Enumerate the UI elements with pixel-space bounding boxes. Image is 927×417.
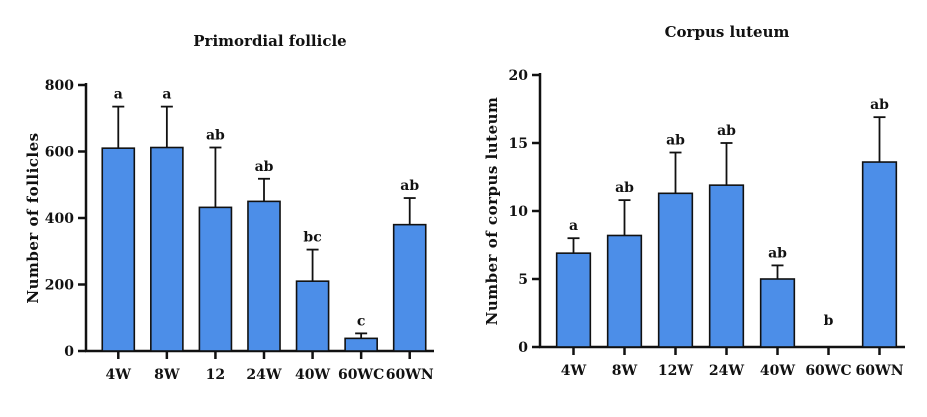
y-axis-label: Number of follicles <box>24 132 42 303</box>
chart-title: Corpus luteum <box>665 23 790 41</box>
significance-label: b <box>824 313 834 329</box>
bar <box>247 200 281 352</box>
x-tick-label: 24W <box>246 367 281 383</box>
x-tick-label: 12W <box>658 363 693 379</box>
bar <box>657 192 694 348</box>
y-tick-label: 200 <box>45 278 74 294</box>
y-tick-label: 400 <box>45 211 74 227</box>
significance-label: ab <box>717 123 736 139</box>
x-tick-label: 4W <box>561 363 587 379</box>
y-tick-label: 600 <box>45 145 74 161</box>
significance-label: ab <box>400 178 419 194</box>
x-tick-label: 60WC <box>805 363 851 379</box>
y-tick-label: 10 <box>509 204 529 220</box>
x-tick-label: 40W <box>295 367 330 383</box>
significance-label: a <box>569 218 578 234</box>
y-tick-label: 800 <box>45 78 74 94</box>
bar <box>759 278 796 348</box>
bar <box>861 161 898 348</box>
x-tick-label: 12 <box>206 367 225 383</box>
significance-label: bc <box>303 230 321 246</box>
bar <box>708 184 745 348</box>
significance-label: ab <box>206 128 225 144</box>
bar <box>392 223 427 352</box>
x-tick-label: 8W <box>612 363 638 379</box>
significance-label: c <box>357 313 366 329</box>
y-tick-label: 15 <box>509 136 528 152</box>
x-tick-label: 24W <box>709 363 744 379</box>
y-tick-label: 20 <box>509 68 529 84</box>
y-tick-label: 0 <box>518 340 528 356</box>
significance-label: ab <box>768 245 787 261</box>
bar <box>101 147 136 352</box>
significance-label: ab <box>255 159 274 175</box>
chart-title: Primordial follicle <box>193 32 346 50</box>
significance-label: ab <box>870 97 889 113</box>
significance-label: a <box>114 87 123 103</box>
bar <box>344 337 378 352</box>
x-tick-label: 40W <box>760 363 795 379</box>
x-tick-label: 60WC <box>338 367 384 383</box>
x-tick-label: 60WN <box>386 367 434 383</box>
y-tick-label: 5 <box>518 272 528 288</box>
significance-label: ab <box>666 133 685 149</box>
bar <box>150 146 184 352</box>
significance-label: ab <box>615 180 634 196</box>
bar <box>198 206 233 352</box>
x-tick-label: 4W <box>106 367 132 383</box>
bar <box>295 280 330 352</box>
x-tick-label: 60WN <box>855 363 903 379</box>
significance-label: a <box>162 87 171 103</box>
y-tick-label: 0 <box>64 344 74 360</box>
chart-primordial-follicle: Primordial follicle Number of follicles 0 2… <box>24 32 434 383</box>
chart-corpus-luteum: Corpus luteum Number of corpus luteum 0 5 10… <box>483 23 905 379</box>
y-axis-label: Number of corpus luteum <box>483 97 501 326</box>
bar <box>606 234 643 348</box>
x-tick-label: 8W <box>154 367 180 383</box>
bar <box>555 252 592 348</box>
